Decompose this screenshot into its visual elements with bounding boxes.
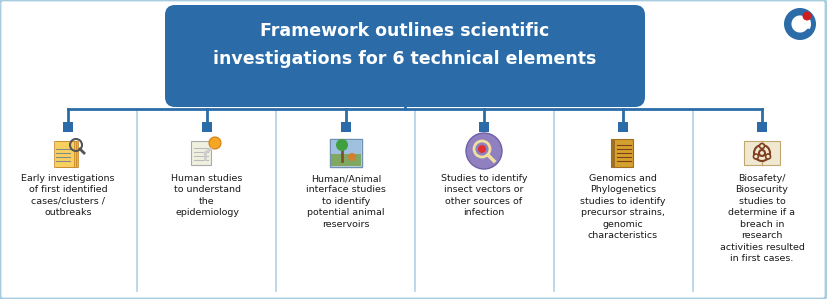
Circle shape <box>784 8 816 40</box>
FancyBboxPatch shape <box>611 139 615 167</box>
FancyBboxPatch shape <box>331 154 361 166</box>
FancyBboxPatch shape <box>63 122 73 132</box>
FancyBboxPatch shape <box>744 141 780 165</box>
Text: investigations for 6 technical elements: investigations for 6 technical elements <box>213 50 597 68</box>
Text: Genomics and
Phylogenetics
studies to identify
precursor strains,
genomic
charac: Genomics and Phylogenetics studies to id… <box>581 174 666 240</box>
FancyBboxPatch shape <box>54 141 74 167</box>
Circle shape <box>802 11 811 21</box>
FancyBboxPatch shape <box>165 5 645 107</box>
Text: Human studies
to understand
the
epidemiology: Human studies to understand the epidemio… <box>171 174 242 217</box>
FancyBboxPatch shape <box>618 122 628 132</box>
Text: Early investigations
of first identified
cases/clusters /
outbreaks: Early investigations of first identified… <box>22 174 115 217</box>
Circle shape <box>789 13 811 35</box>
Text: Human/Animal
interface studies
to identify
potential animal
reservoirs: Human/Animal interface studies to identi… <box>306 174 386 229</box>
FancyBboxPatch shape <box>611 139 633 167</box>
Circle shape <box>754 145 770 161</box>
Circle shape <box>336 139 348 151</box>
Text: Studies to identify
insect vectors or
other sources of
infection: Studies to identify insect vectors or ot… <box>441 174 528 217</box>
Circle shape <box>766 154 771 159</box>
FancyBboxPatch shape <box>341 122 351 132</box>
Circle shape <box>209 137 221 149</box>
Circle shape <box>753 154 758 159</box>
FancyBboxPatch shape <box>202 122 212 132</box>
FancyBboxPatch shape <box>56 141 76 167</box>
Text: Framework outlines scientific: Framework outlines scientific <box>261 22 550 40</box>
Text: Biosafety/
Biosecurity
studies to
determine if a
breach in
research
activities r: Biosafety/ Biosecurity studies to determ… <box>719 174 805 263</box>
FancyBboxPatch shape <box>479 122 489 132</box>
FancyBboxPatch shape <box>58 141 78 167</box>
Circle shape <box>348 153 356 161</box>
FancyBboxPatch shape <box>331 140 361 154</box>
FancyBboxPatch shape <box>330 139 362 167</box>
Circle shape <box>759 150 765 156</box>
FancyBboxPatch shape <box>191 141 211 165</box>
Circle shape <box>466 133 502 169</box>
Circle shape <box>759 144 764 149</box>
FancyBboxPatch shape <box>757 122 767 132</box>
Circle shape <box>478 145 486 153</box>
